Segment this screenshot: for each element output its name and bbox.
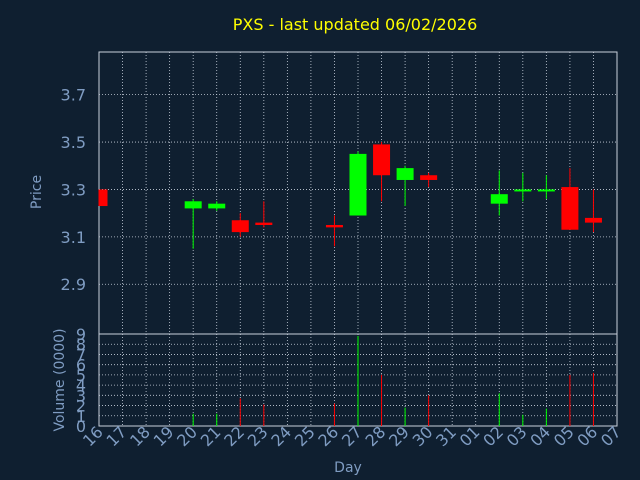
candle-body bbox=[420, 175, 438, 180]
candle bbox=[98, 189, 108, 207]
candle-body bbox=[184, 201, 202, 209]
price-tick-label: 3.3 bbox=[61, 180, 86, 199]
candle bbox=[584, 189, 602, 233]
volume-tick-label: 6 bbox=[76, 356, 86, 375]
candle-body bbox=[208, 203, 226, 209]
candle bbox=[231, 213, 249, 237]
candle bbox=[349, 151, 367, 216]
candle-body bbox=[396, 168, 414, 180]
candle-body bbox=[325, 224, 343, 228]
volume-tick-label: 9 bbox=[76, 325, 86, 344]
candle-body bbox=[99, 189, 108, 207]
candle-body bbox=[231, 220, 249, 233]
candle-body bbox=[373, 144, 391, 176]
volume-tick-label: 0 bbox=[76, 417, 86, 436]
price-panel: 2.9 3.1 3.3 3.5 3.7 bbox=[61, 51, 618, 335]
price-tick-label: 3.1 bbox=[61, 228, 86, 247]
candle-body bbox=[537, 189, 555, 192]
price-tick-label: 2.9 bbox=[61, 275, 86, 294]
volume-tick-label: 7 bbox=[76, 345, 86, 364]
candle-body bbox=[255, 222, 273, 225]
candle bbox=[373, 142, 391, 202]
x-axis: 1617181920212223242526272829303101020304… bbox=[79, 422, 625, 450]
candle bbox=[490, 170, 508, 216]
candle-body bbox=[490, 194, 508, 204]
candle bbox=[396, 165, 414, 207]
candle bbox=[420, 172, 438, 188]
price-tick-label: 3.5 bbox=[61, 133, 86, 152]
volume-tick-label: 5 bbox=[76, 366, 86, 385]
candle bbox=[537, 175, 555, 199]
candle bbox=[561, 168, 579, 230]
candle-body bbox=[349, 153, 367, 216]
candle-body bbox=[514, 189, 532, 192]
candle bbox=[255, 201, 273, 228]
candle-body bbox=[561, 187, 579, 230]
candle bbox=[184, 198, 202, 249]
price-tick-label: 3.7 bbox=[61, 86, 86, 105]
candle bbox=[325, 215, 343, 247]
volume-tick-label: 2 bbox=[76, 397, 86, 416]
chart-title: PXS - last updated 06/02/2026 bbox=[233, 15, 478, 34]
x-axis-label: Day bbox=[334, 460, 362, 476]
volume-tick-label: 1 bbox=[76, 407, 86, 426]
volume-tick-label: 4 bbox=[76, 376, 86, 395]
candle-body bbox=[584, 217, 602, 223]
volume-axis-label: Volume (0000) bbox=[52, 328, 68, 431]
price-axis-label: Price bbox=[29, 175, 45, 209]
candle bbox=[514, 172, 532, 202]
volume-tick-label: 8 bbox=[76, 335, 86, 354]
volume-tick-label: 3 bbox=[76, 386, 86, 405]
x-tick-label: 07 bbox=[597, 422, 625, 450]
candle bbox=[208, 201, 226, 211]
